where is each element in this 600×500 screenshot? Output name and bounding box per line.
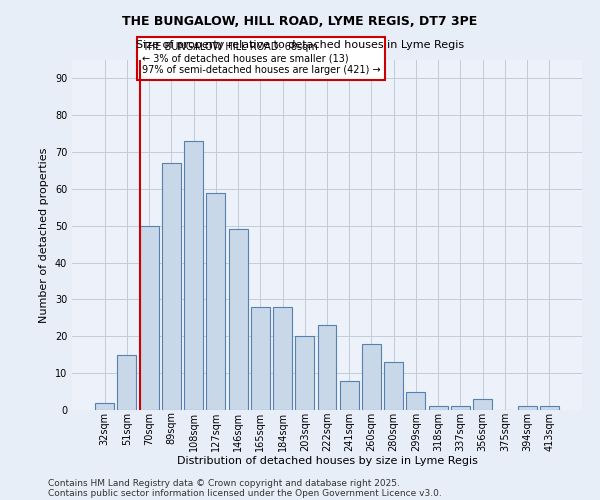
Bar (162, 163, 181, 410)
Bar (295, 336, 314, 410)
Bar (340, 380, 359, 410)
Bar (184, 141, 203, 410)
Bar (140, 226, 158, 410)
Bar (206, 192, 225, 410)
Bar (518, 406, 536, 410)
Bar (118, 354, 136, 410)
Bar (229, 230, 248, 410)
Y-axis label: Number of detached properties: Number of detached properties (39, 148, 49, 322)
Bar (473, 399, 492, 410)
Bar (429, 406, 448, 410)
Bar (95, 402, 114, 410)
Text: Contains public sector information licensed under the Open Government Licence v3: Contains public sector information licen… (48, 488, 442, 498)
Bar (273, 307, 292, 410)
Bar (540, 406, 559, 410)
X-axis label: Distribution of detached houses by size in Lyme Regis: Distribution of detached houses by size … (176, 456, 478, 466)
Text: THE BUNGALOW HILL ROAD: 68sqm
← 3% of detached houses are smaller (13)
97% of se: THE BUNGALOW HILL ROAD: 68sqm ← 3% of de… (142, 42, 380, 74)
Text: THE BUNGALOW, HILL ROAD, LYME REGIS, DT7 3PE: THE BUNGALOW, HILL ROAD, LYME REGIS, DT7… (122, 15, 478, 28)
Bar (317, 326, 337, 410)
Bar (362, 344, 381, 410)
Bar (451, 406, 470, 410)
Text: Size of property relative to detached houses in Lyme Regis: Size of property relative to detached ho… (136, 40, 464, 50)
Bar (251, 307, 270, 410)
Bar (406, 392, 425, 410)
Text: Contains HM Land Registry data © Crown copyright and database right 2025.: Contains HM Land Registry data © Crown c… (48, 478, 400, 488)
Bar (384, 362, 403, 410)
